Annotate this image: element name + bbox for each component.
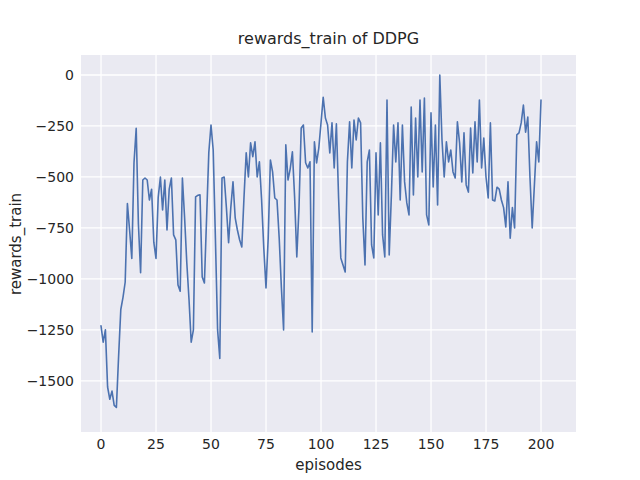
chart-title: rewards_train of DDPG <box>81 29 576 48</box>
x-tick-label: 150 <box>401 437 461 451</box>
plot-area <box>81 55 576 432</box>
chart-canvas <box>81 55 576 432</box>
y-axis-label: rewards_train <box>7 124 25 364</box>
gridlines <box>81 55 576 432</box>
x-axis-label: episodes <box>81 456 576 474</box>
y-tick-label: 0 <box>14 68 74 82</box>
x-tick-label: 50 <box>181 437 241 451</box>
x-tick-label: 175 <box>456 437 516 451</box>
x-tick-label: 25 <box>126 437 186 451</box>
x-tick-label: 100 <box>291 437 351 451</box>
x-tick-label: 125 <box>346 437 406 451</box>
x-tick-label: 200 <box>511 437 571 451</box>
y-tick-label: −1500 <box>14 374 74 388</box>
x-tick-label: 75 <box>236 437 296 451</box>
x-tick-label: 0 <box>71 437 131 451</box>
figure: rewards_train of DDPG 0−250−500−750−1000… <box>0 0 640 480</box>
